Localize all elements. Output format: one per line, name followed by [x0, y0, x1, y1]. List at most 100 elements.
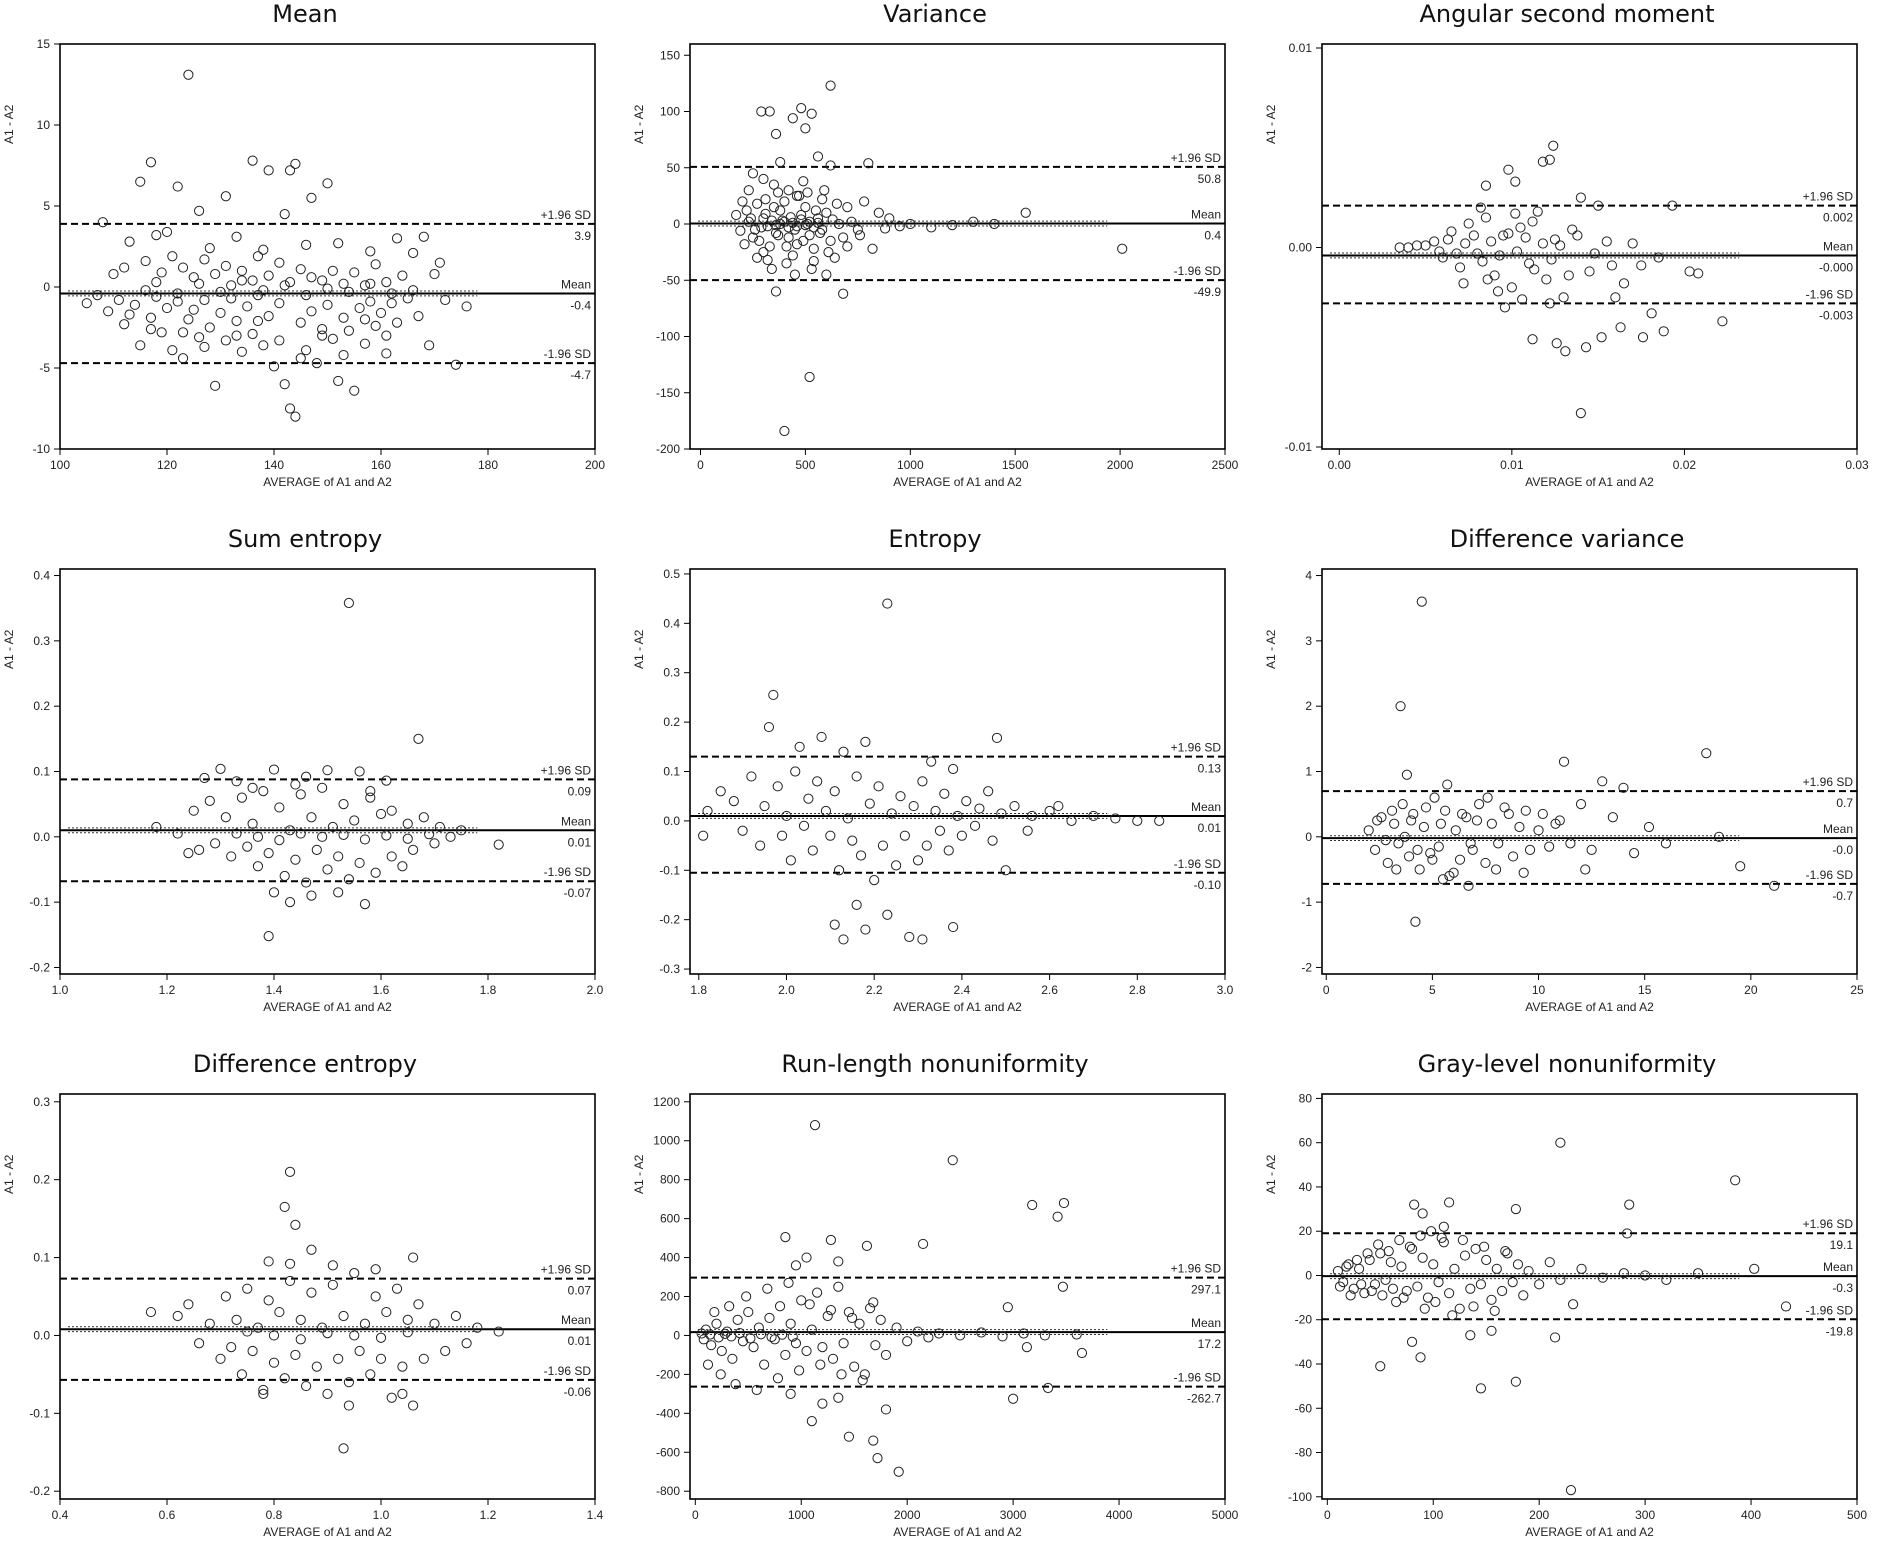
- data-point: [349, 815, 360, 826]
- data-point: [1463, 218, 1474, 229]
- data-point: [842, 202, 853, 213]
- data-point: [806, 263, 817, 275]
- data-point: [322, 178, 333, 189]
- y-tick-label: 20: [1299, 1224, 1313, 1238]
- data-point: [343, 1400, 354, 1411]
- data-point: [418, 1353, 429, 1364]
- x-tick-label: 2.0: [778, 983, 795, 997]
- data-point: [737, 196, 748, 207]
- data-point: [279, 870, 290, 882]
- data-point: [698, 1334, 709, 1345]
- data-point: [365, 785, 376, 797]
- data-point: [1375, 1248, 1386, 1259]
- chart-title: Sum entropy: [227, 525, 383, 553]
- y-tick-label: -800: [656, 1484, 680, 1498]
- data-point: [1415, 1352, 1426, 1363]
- data-point: [258, 785, 269, 797]
- plot-frame: [689, 1093, 1226, 1500]
- data-point: [167, 251, 178, 262]
- data-point: [968, 216, 979, 227]
- data-point: [1408, 808, 1419, 820]
- data-point: [1506, 282, 1517, 293]
- data-point: [891, 1322, 902, 1333]
- data-point: [359, 338, 371, 349]
- data-point: [905, 218, 916, 230]
- data-point: [204, 243, 215, 254]
- y-tick-label: 0.0: [33, 830, 50, 844]
- data-point: [258, 244, 269, 255]
- data-point: [1403, 242, 1414, 253]
- data-point: [354, 857, 365, 869]
- y-tick-label: 0.4: [33, 569, 50, 583]
- data-point: [338, 349, 349, 361]
- y-tick-label: 0.3: [663, 666, 680, 680]
- y-tick-label: 1200: [653, 1095, 680, 1109]
- data-point: [381, 330, 392, 341]
- data-point: [1486, 818, 1497, 829]
- y-tick-label: -0.3: [659, 962, 680, 976]
- data-point: [833, 1281, 844, 1292]
- data-point: [188, 272, 199, 283]
- data-point: [1066, 815, 1077, 826]
- x-tick-label: 1000: [897, 458, 924, 472]
- data-point: [773, 230, 784, 241]
- chart-plot: 1.0 1.2 1.4 1.6 1.8 2.0 -0.2 -0.1 0.0 0.1 0.2 0.3 0.…: [29, 568, 604, 997]
- data-point: [796, 209, 807, 221]
- data-point: [817, 1342, 828, 1353]
- data-point: [1475, 202, 1486, 213]
- data-point: [870, 1340, 881, 1351]
- data-point: [1399, 831, 1410, 842]
- data-point: [1575, 407, 1586, 419]
- data-point: [145, 157, 157, 168]
- chart-title: Difference entropy: [192, 1050, 418, 1078]
- data-point: [1646, 308, 1657, 319]
- data-point: [754, 235, 765, 246]
- data-point: [869, 875, 880, 886]
- data-point: [1468, 1301, 1479, 1312]
- data-point: [825, 80, 836, 91]
- line-value-label: 0.002: [1823, 211, 1853, 225]
- x-tick-label: 1.8: [690, 983, 707, 997]
- data-point: [440, 1345, 451, 1357]
- data-point: [327, 821, 338, 833]
- data-point: [1428, 1259, 1439, 1270]
- data-point: [333, 238, 344, 249]
- data-point: [1532, 206, 1543, 217]
- data-point: [386, 298, 397, 309]
- data-point: [1636, 260, 1647, 271]
- data-point: [1449, 1263, 1460, 1274]
- data-point: [317, 330, 328, 341]
- data-point: [838, 288, 849, 299]
- data-point: [290, 1219, 301, 1230]
- chart-plot: 0 1000 2000 3000 4000 5000 -800 -600 -400 -200 0 20…: [653, 1093, 1239, 1522]
- x-tick-label: 0: [692, 1508, 699, 1522]
- data-point: [290, 158, 301, 169]
- data-point: [956, 830, 967, 841]
- data-point: [349, 1268, 360, 1279]
- y-tick-label: 0.00: [1289, 240, 1313, 254]
- line-label: Mean: [1191, 208, 1221, 222]
- data-point: [1622, 1228, 1633, 1239]
- data-point: [456, 825, 467, 836]
- data-point: [370, 320, 381, 331]
- data-point: [732, 1314, 743, 1325]
- data-point: [210, 380, 221, 391]
- data-point: [220, 335, 231, 346]
- line-value-label: -0.10: [1194, 878, 1222, 892]
- data-point: [1429, 792, 1440, 803]
- data-point: [976, 1327, 987, 1338]
- data-point: [151, 821, 162, 833]
- line-label: +1.96 SD: [1803, 190, 1854, 204]
- x-tick-label: 140: [264, 458, 284, 472]
- data-point: [408, 1252, 419, 1263]
- x-tick-label: 0: [697, 458, 704, 472]
- line-value-label: 0.4: [1204, 229, 1221, 243]
- data-point: [917, 934, 928, 945]
- y-tick-label: 10: [37, 118, 51, 132]
- data-point: [1009, 800, 1020, 812]
- y-tick-label: -150: [656, 386, 680, 400]
- data-point: [747, 168, 759, 179]
- y-tick-label: 0: [1305, 830, 1312, 844]
- data-point: [1363, 825, 1374, 836]
- line-value-label: 297.1: [1191, 1283, 1221, 1297]
